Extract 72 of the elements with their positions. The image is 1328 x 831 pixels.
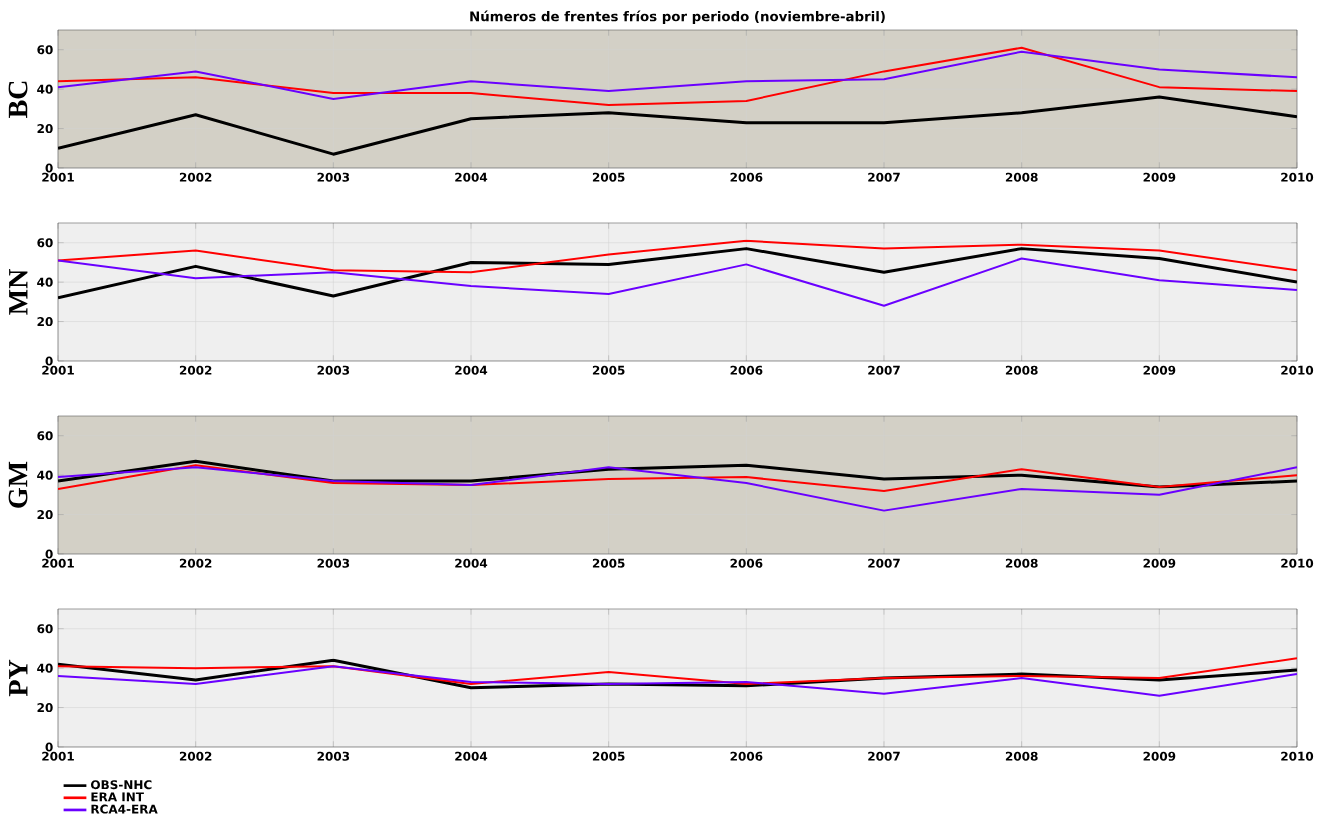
x-tick-label: 2003 xyxy=(317,365,350,375)
x-tick-label: 2008 xyxy=(1005,172,1038,182)
x-tick-label: 2007 xyxy=(868,751,900,761)
chart-title: Números de frentes fríos por periodo (noviembre-abril) xyxy=(470,10,885,24)
y-tick-label: 60 xyxy=(37,45,53,55)
x-tick-label: 2008 xyxy=(1005,751,1038,761)
x-tick-label: 2003 xyxy=(317,751,350,761)
x-tick-label: 2002 xyxy=(179,365,212,375)
x-tick-label: 2006 xyxy=(730,172,763,182)
x-tick-label: 2001 xyxy=(42,558,74,568)
line-series xyxy=(58,466,1297,512)
y-tick-label: 40 xyxy=(37,277,53,287)
x-tick-label: 2005 xyxy=(592,558,625,568)
line-series xyxy=(58,95,1297,156)
x-tick-label: 2009 xyxy=(1143,558,1176,568)
y-axis-title: MN xyxy=(9,269,28,315)
y-tick-label: 20 xyxy=(37,510,53,520)
line-series xyxy=(58,257,1297,307)
x-tick-label: 2007 xyxy=(868,365,900,375)
x-tick-label: 2002 xyxy=(179,751,212,761)
line-series xyxy=(58,46,1297,106)
x-tick-label: 2009 xyxy=(1143,365,1176,375)
x-tick-label: 2006 xyxy=(730,365,763,375)
y-axis-title: PY xyxy=(9,659,28,697)
legend-label: RCA4-ERA xyxy=(91,804,158,814)
y-tick-label: 40 xyxy=(37,84,53,94)
x-tick-label: 2003 xyxy=(317,172,350,182)
x-tick-label: 2009 xyxy=(1143,751,1176,761)
y-axis-title: GM xyxy=(8,461,28,508)
x-tick-label: 2004 xyxy=(455,365,488,375)
x-tick-label: 2007 xyxy=(868,558,900,568)
y-tick-label: 0 xyxy=(45,549,53,559)
y-tick-label: 0 xyxy=(45,356,53,366)
y-axis-title: BC xyxy=(8,81,28,118)
line-series xyxy=(58,50,1297,100)
x-tick-label: 2006 xyxy=(730,558,763,568)
x-tick-label: 2010 xyxy=(1281,751,1314,761)
y-tick-label: 40 xyxy=(37,663,53,673)
x-tick-label: 2001 xyxy=(42,751,74,761)
y-tick-label: 0 xyxy=(45,742,53,752)
x-tick-label: 2005 xyxy=(592,751,625,761)
y-tick-label: 60 xyxy=(37,238,53,248)
y-tick-label: 20 xyxy=(37,317,53,327)
x-tick-label: 2004 xyxy=(455,558,488,568)
line-series xyxy=(58,239,1297,274)
legend-label: OBS-NHC xyxy=(90,780,152,790)
x-tick-label: 2003 xyxy=(317,558,350,568)
x-tick-label: 2001 xyxy=(42,172,74,182)
x-tick-label: 2004 xyxy=(455,172,488,182)
x-tick-label: 2006 xyxy=(730,751,763,761)
x-tick-label: 2010 xyxy=(1281,365,1314,375)
x-tick-label: 2002 xyxy=(179,172,212,182)
x-tick-label: 2008 xyxy=(1005,365,1038,375)
x-tick-label: 2008 xyxy=(1005,558,1038,568)
line-series xyxy=(58,665,1297,697)
y-tick-label: 60 xyxy=(37,624,53,634)
x-tick-label: 2005 xyxy=(592,172,625,182)
y-tick-label: 60 xyxy=(37,431,53,441)
legend-label: ERA INT xyxy=(91,792,144,802)
x-tick-label: 2010 xyxy=(1281,558,1314,568)
x-tick-label: 2004 xyxy=(455,751,488,761)
y-tick-label: 0 xyxy=(45,163,53,173)
x-tick-label: 2009 xyxy=(1143,172,1176,182)
x-tick-label: 2002 xyxy=(179,558,212,568)
y-tick-label: 20 xyxy=(37,703,53,713)
y-tick-label: 40 xyxy=(37,470,53,480)
y-tick-label: 20 xyxy=(37,124,53,134)
x-tick-label: 2007 xyxy=(868,172,900,182)
x-tick-label: 2005 xyxy=(592,365,625,375)
x-tick-label: 2010 xyxy=(1281,172,1314,182)
line-series xyxy=(58,247,1297,300)
x-tick-label: 2001 xyxy=(42,365,74,375)
